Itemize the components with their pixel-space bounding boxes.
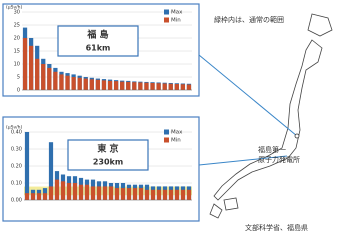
bar [59, 74, 64, 90]
bar [35, 58, 40, 90]
y-tick-label: 0.00 [11, 198, 22, 204]
title-box [57, 25, 139, 57]
bar [72, 183, 78, 200]
chart-title: 東 京 [97, 143, 118, 155]
bar [65, 75, 70, 90]
connector [198, 155, 288, 166]
source: 文部科学省、福島県 [245, 223, 308, 232]
bar [77, 77, 82, 90]
bar [174, 84, 179, 90]
y-tick-label: 10 [14, 62, 20, 68]
bar [24, 132, 30, 200]
bar [174, 189, 180, 200]
y-tick-label: 0.40 [11, 130, 22, 136]
bar [150, 82, 155, 90]
y-axis-label: (μSv/h) [6, 5, 23, 11]
legend-label: Min [171, 18, 181, 24]
title-box [67, 139, 149, 171]
bar [150, 189, 156, 200]
legend-label: Min [171, 138, 181, 144]
y-tick-label: 15 [14, 49, 20, 55]
bar [132, 188, 138, 200]
bar [162, 189, 168, 200]
bar [138, 82, 143, 90]
bar [120, 81, 125, 90]
y-tick-label: 0.30 [11, 147, 22, 153]
legend-swatch [164, 129, 169, 135]
bar [54, 179, 60, 200]
normal-range [24, 186, 192, 196]
bar [95, 79, 101, 90]
plant-marker [294, 133, 300, 139]
bar [132, 82, 137, 90]
bar [180, 84, 186, 90]
bar [71, 77, 76, 90]
legend-swatch [164, 17, 169, 23]
bar [60, 181, 66, 200]
plant-label: 原子力発電所 [258, 155, 300, 164]
chart-title: 福 島 [86, 29, 108, 41]
chart-frame [2, 116, 200, 222]
bar [144, 82, 149, 90]
bar [108, 186, 114, 200]
legend-label: Max [171, 10, 183, 16]
bar [102, 186, 108, 200]
y-tick-label: 0.10 [11, 181, 22, 187]
bar [114, 188, 120, 200]
bar [66, 183, 72, 200]
bar [48, 142, 54, 200]
bar [113, 81, 119, 90]
bar [186, 189, 192, 200]
bar [126, 81, 131, 90]
plant-label: 福島第一 [258, 145, 286, 154]
bar [120, 188, 126, 200]
bar [53, 71, 58, 90]
bar [101, 80, 107, 90]
y-tick-label: 5 [17, 75, 20, 81]
bar [47, 67, 52, 90]
japan-map [209, 13, 333, 219]
bar [162, 83, 167, 90]
bar [36, 193, 42, 200]
bar [48, 186, 54, 200]
bar [30, 193, 36, 200]
bar [156, 83, 161, 90]
bar [168, 83, 173, 90]
y-tick-label: 0.20 [11, 164, 22, 170]
chart-frame [2, 3, 200, 97]
legend-swatch [164, 9, 169, 15]
bar [186, 84, 192, 90]
y-tick-label: 20 [14, 36, 20, 42]
y-axis-label: (μSv/h) [6, 125, 23, 131]
bar [28, 45, 34, 90]
bar [24, 193, 30, 200]
bar [78, 184, 84, 200]
y-tick-label: 25 [14, 23, 20, 29]
bar [180, 189, 186, 200]
legend-label: Max [171, 130, 183, 136]
bar [90, 186, 96, 200]
y-tick-label: 30 [14, 10, 20, 16]
bar [41, 64, 46, 90]
legend-swatch [164, 137, 169, 143]
bar [156, 189, 162, 200]
bar [89, 79, 94, 90]
y-tick-label: 0 [17, 88, 20, 94]
bar [107, 80, 113, 90]
bar [138, 188, 144, 200]
connector [198, 54, 298, 137]
bar [22, 38, 28, 90]
bar [144, 189, 150, 200]
bar [84, 184, 90, 200]
chart-subtitle: 230km [93, 158, 123, 167]
bar [42, 193, 48, 200]
note: 緑枠内は、通常の範囲 [214, 15, 284, 24]
chart-subtitle: 61km [86, 44, 111, 53]
bar [168, 189, 174, 200]
bar [96, 186, 102, 200]
bar [83, 78, 88, 90]
bar [126, 188, 132, 200]
